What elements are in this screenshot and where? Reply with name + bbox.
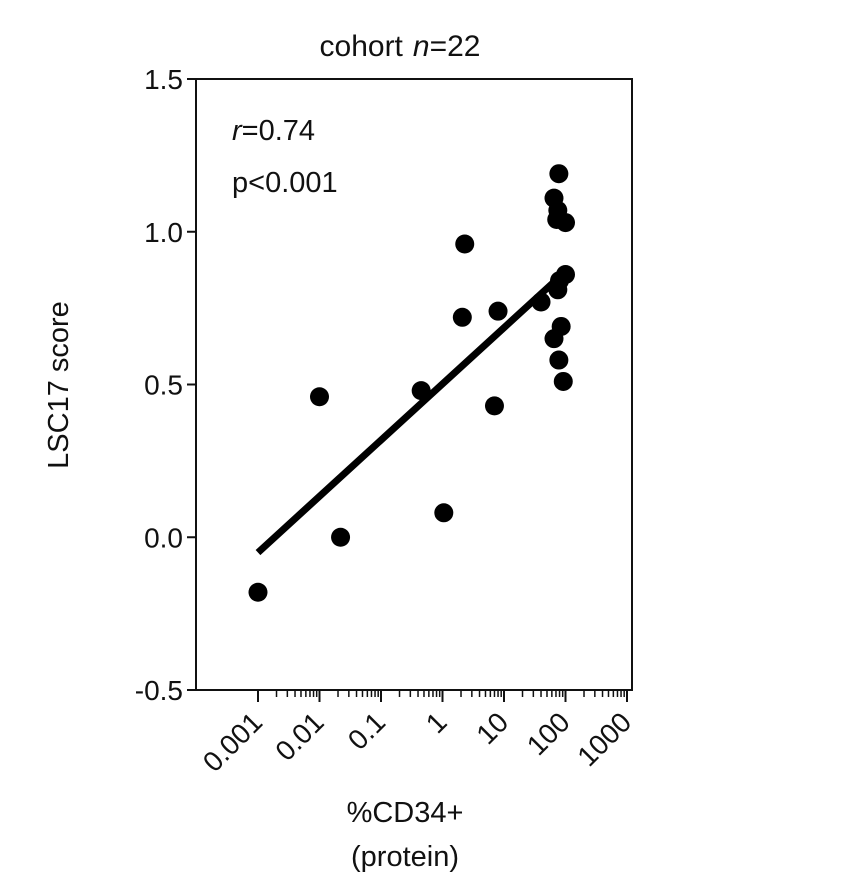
x-tick-label: 0.01 (269, 706, 329, 766)
stat-r-symbol: r (232, 115, 243, 147)
stat-r: r=0.74 (232, 115, 315, 147)
data-point (488, 301, 508, 321)
data-point (556, 265, 575, 285)
chart-title-n-value: =22 (430, 30, 481, 63)
x-tick-label: 100 (521, 706, 576, 761)
data-point (248, 582, 268, 602)
y-tick-label: 0.5 (144, 370, 183, 401)
y-axis-label: LSC17 score (43, 301, 75, 469)
data-point (434, 503, 454, 523)
x-axis-label-line2: (protein) (351, 841, 459, 873)
chart-title-n: n (413, 30, 430, 63)
data-point (556, 213, 575, 233)
y-tick-label: -0.5 (135, 675, 183, 706)
x-tick-label: 1000 (571, 706, 637, 772)
data-point (484, 396, 504, 416)
data-point (411, 381, 431, 401)
stat-p: p<0.001 (232, 167, 338, 199)
y-tick-label: 1.0 (144, 217, 183, 248)
y-tick-label: 1.5 (144, 64, 183, 95)
data-point (553, 371, 573, 391)
data-point (310, 387, 329, 407)
data-point (551, 316, 571, 336)
stat-r-value: =0.74 (242, 115, 315, 147)
chart-title-prefix: cohort (320, 30, 404, 63)
data-point (549, 164, 569, 184)
data-point (331, 527, 351, 547)
x-tick-label: 1 (420, 706, 453, 739)
regression-line-group (255, 268, 568, 556)
data-point (549, 350, 569, 370)
x-tick-label: 0.001 (197, 706, 268, 777)
data-point (531, 292, 551, 312)
y-tick-label: 0.0 (144, 522, 183, 553)
regression-line (255, 268, 568, 556)
x-tick-label: 10 (470, 706, 514, 750)
x-tick-label: 0.1 (342, 706, 391, 755)
data-points (248, 164, 575, 602)
y-axis: -0.5 0.0 0.5 1.0 1.5 (135, 64, 196, 706)
chart-title: cohort n=22 (320, 30, 481, 63)
data-point (455, 234, 475, 254)
x-axis-label-line1: %CD34+ (347, 797, 464, 829)
data-point (452, 307, 472, 327)
